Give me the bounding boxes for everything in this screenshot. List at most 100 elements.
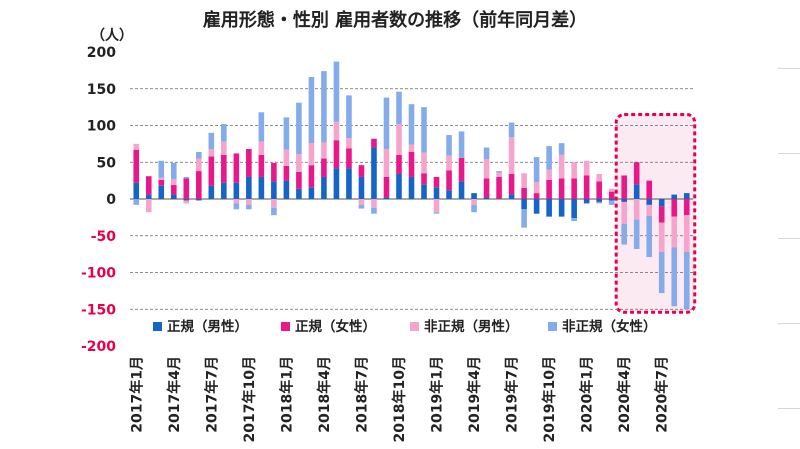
bar-segment [571, 199, 577, 219]
x-tick-label: 2017年4月 [166, 356, 183, 433]
bar-segment [608, 199, 615, 201]
bar-segment [583, 175, 590, 199]
bar-segment [283, 117, 290, 150]
bar-segment [471, 193, 477, 199]
bar-segment [508, 194, 515, 199]
bar-segment [558, 154, 565, 179]
bar-segment [321, 71, 327, 143]
edge-rule [778, 238, 800, 239]
bar-segment [596, 201, 602, 204]
bar-segment [621, 223, 627, 245]
bar-segment [683, 215, 690, 252]
bar-segment [633, 219, 640, 249]
legend-item: 非正規（男性） [410, 318, 519, 335]
bar-segment [596, 199, 602, 202]
bar-segment [183, 178, 190, 199]
bar-segment [296, 154, 302, 172]
x-tick-label: 2019年4月 [466, 356, 483, 433]
bar-segment [583, 199, 590, 204]
chart-title: 雇用形態・性別 雇用者数の推移（前年同月差） [203, 9, 587, 31]
bar-segment [346, 168, 352, 199]
legend: 正規（男性） 正規（女性） 非正規（男性） 非正規（女性） [153, 318, 657, 335]
bar-segment [158, 160, 165, 178]
y-tick-label: 100 [87, 119, 116, 135]
bar-segment [221, 154, 227, 183]
bar-segment [221, 141, 227, 155]
bar-segment [646, 204, 653, 216]
bar-segment [208, 149, 215, 157]
bar-segment [521, 187, 527, 199]
bar-segment [546, 179, 552, 199]
bar-segment [233, 182, 240, 199]
bar-segment [246, 149, 252, 177]
bar-segment [371, 147, 377, 199]
bar-segment [596, 174, 602, 182]
bar-segment [133, 143, 140, 150]
legend-label: 正規（男性） [167, 318, 248, 335]
bar-segment [396, 91, 402, 125]
x-tick-label: 2018年10月 [391, 356, 408, 442]
bar-segment [621, 201, 627, 224]
bar-segment [321, 176, 327, 199]
bar-segment [683, 193, 690, 199]
bar-segment [371, 207, 377, 214]
bar-segment [521, 173, 527, 188]
bar-segment [346, 95, 352, 138]
bar-segment [308, 187, 315, 199]
bar-segment [508, 122, 515, 138]
legend-swatch [548, 322, 557, 331]
bar-segment [558, 199, 565, 217]
bar-segment [421, 152, 427, 174]
x-tick-label: 2019年10月 [541, 356, 558, 442]
bar-segment [133, 199, 140, 205]
bar-segment [233, 199, 240, 204]
bar-segment [170, 185, 177, 195]
bar-segment [170, 179, 177, 186]
bar-segment [333, 140, 340, 169]
bar-segment [308, 76, 315, 144]
bar-segment [333, 168, 340, 199]
legend-label: 非正規（女性） [562, 318, 657, 335]
x-tick-label: 2020年4月 [616, 356, 633, 433]
legend-item: 正規（女性） [281, 318, 376, 335]
bar-segment [183, 199, 190, 201]
bar-segment [283, 180, 290, 199]
bar-segment [196, 158, 202, 172]
bar-segment [183, 176, 190, 179]
bar-segment [358, 199, 365, 205]
bar-segment [658, 222, 665, 252]
bar-segment [283, 149, 290, 166]
bar-segment [521, 209, 527, 228]
bar-segment [458, 181, 465, 199]
bar-segment [646, 215, 653, 258]
bar-segment [546, 169, 552, 180]
bar-segment [458, 131, 465, 158]
bar-segment [321, 142, 327, 159]
bar-segment [571, 218, 577, 222]
bar-segment [158, 177, 165, 180]
bar-segment [483, 159, 490, 179]
bar-segment [346, 148, 352, 169]
legend-label: 非正規（男性） [424, 318, 519, 335]
bar-segment [608, 191, 615, 199]
bar-segment [483, 197, 490, 199]
bar-segment [671, 199, 678, 217]
bar-segment [621, 199, 627, 202]
bar-segment [208, 156, 215, 186]
bar-segment [471, 204, 477, 213]
x-tick-label: 2017年10月 [241, 356, 258, 442]
x-tick-label: 2020年1月 [579, 356, 596, 433]
bar-segment [446, 190, 452, 199]
y-tick-label: -100 [81, 266, 116, 282]
bar-segment [421, 107, 427, 153]
bar-segment [671, 247, 678, 307]
y-axis-label: （人） [91, 27, 133, 44]
y-tick-label: -200 [81, 339, 116, 355]
bar-segment [271, 207, 277, 216]
legend-swatch [153, 322, 162, 331]
bar-segment [558, 143, 565, 155]
bar-segment [133, 149, 140, 183]
bar-segment [446, 135, 452, 156]
bar-segment [658, 199, 665, 207]
bars [133, 61, 690, 310]
